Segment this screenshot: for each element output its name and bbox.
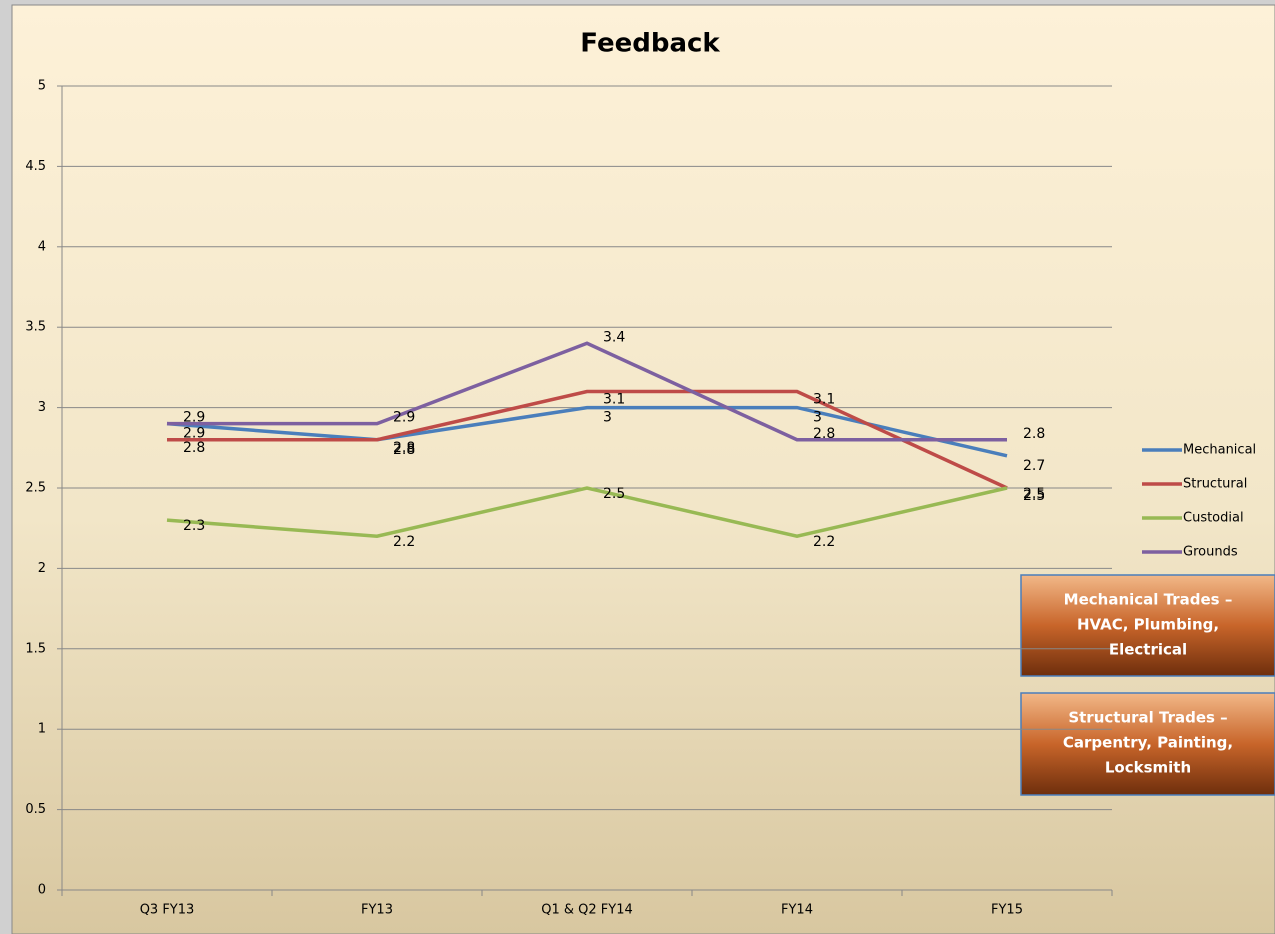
y-tick-label: 1.5 [25, 641, 46, 656]
annotation-group [1020, 574, 1275, 796]
x-tick-label: FY14 [781, 903, 813, 918]
data-label: 2.8 [1023, 426, 1045, 442]
annotation-box [1020, 574, 1275, 677]
y-tick-label: 3 [38, 400, 46, 415]
annotation-box [1020, 692, 1275, 796]
annotation-text: HVAC, Plumbing, [1077, 616, 1219, 634]
series-line [167, 389, 1008, 490]
data-label: 2.8 [393, 440, 415, 456]
annotation-text: Mechanical Trades – [1064, 591, 1233, 609]
data-label: 2.5 [1023, 488, 1045, 504]
annotation-text: Electrical [1109, 641, 1187, 659]
data-label: 2.8 [183, 440, 205, 456]
legend-label: Custodial [1183, 511, 1244, 526]
x-tick-label: Q3 FY13 [140, 903, 195, 918]
data-label: 2.5 [603, 486, 625, 502]
data-label: 2.3 [183, 518, 205, 534]
data-label: 3.1 [603, 392, 625, 408]
y-tick-label: 0.5 [25, 802, 46, 817]
y-tick-label: 4.5 [25, 159, 46, 174]
data-label: 2.2 [813, 534, 835, 550]
data-label: 2.8 [813, 426, 835, 442]
data-label: 3.1 [813, 392, 835, 408]
annotation-text: Structural Trades – [1068, 709, 1227, 727]
annotation-text: Locksmith [1105, 759, 1191, 777]
series-line [167, 341, 1007, 442]
y-tick-label: 4 [38, 239, 46, 254]
x-tick-label: Q1 & Q2 FY14 [541, 903, 633, 918]
data-label: 2.9 [183, 410, 205, 426]
series-line [166, 486, 1008, 539]
data-label: 2.9 [393, 410, 415, 426]
legend-label: Mechanical [1183, 443, 1256, 458]
data-label: 2.9 [183, 426, 205, 442]
y-tick-label: 0 [38, 883, 46, 898]
y-tick-label: 5 [38, 79, 46, 94]
x-tick-label: FY15 [991, 903, 1023, 918]
x-tick-label: FY13 [361, 903, 393, 918]
data-label: 3.4 [603, 329, 625, 345]
data-label: 2.5 [1023, 486, 1045, 502]
data-label: 2.2 [393, 534, 415, 550]
annotation-text: Carpentry, Painting, [1063, 734, 1233, 752]
y-tick-label: 2 [38, 561, 46, 576]
data-label: 2.8 [393, 442, 415, 458]
data-label: 3 [603, 410, 612, 426]
y-tick-label: 1 [38, 722, 46, 737]
y-tick-label: 3.5 [25, 320, 46, 335]
chart-title: Feedback [580, 29, 720, 59]
legend-label: Structural [1183, 477, 1247, 492]
data-label: 3 [813, 410, 822, 426]
data-label: 2.7 [1023, 458, 1045, 474]
y-tick-label: 2.5 [25, 481, 46, 496]
legend-label: Grounds [1183, 545, 1238, 560]
